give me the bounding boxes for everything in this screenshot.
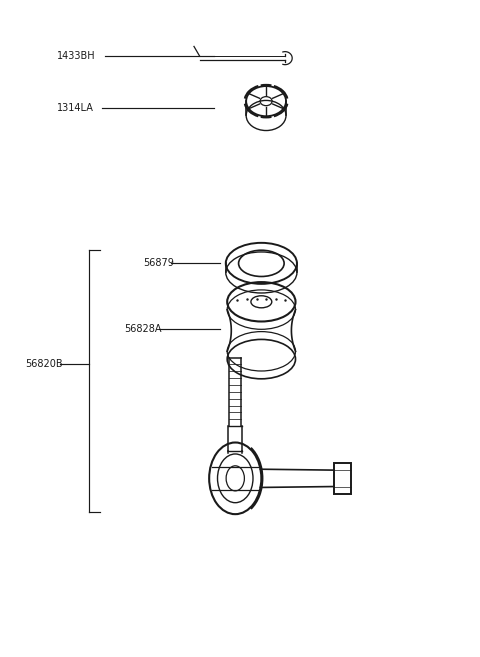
Text: 1433BH: 1433BH (57, 51, 96, 61)
Text: 1314LA: 1314LA (57, 103, 94, 113)
Text: 56820B: 56820B (25, 359, 63, 369)
Bar (334, 463, 351, 494)
Text: 56828A: 56828A (124, 323, 161, 334)
Text: 56879: 56879 (143, 258, 174, 268)
